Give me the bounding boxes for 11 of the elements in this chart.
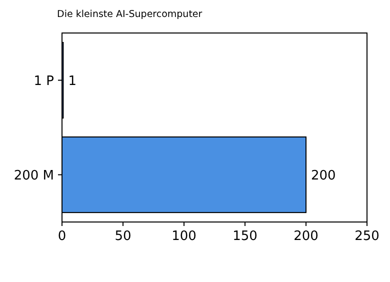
y-tick-label: 1 P: [34, 74, 54, 89]
x-tick-label: 0: [58, 229, 66, 244]
chart-title: Die kleinste AI-Supercomputer: [57, 9, 202, 20]
x-tick-label: 200: [294, 229, 318, 244]
x-tick-label: 50: [114, 229, 132, 244]
y-tick-label: 200 M: [14, 168, 54, 184]
x-tick-label: 150: [232, 229, 258, 244]
x-tick-label: 100: [172, 229, 196, 244]
data-label: 200: [311, 168, 336, 184]
data-label: 1: [68, 74, 76, 89]
x-tick-label: 250: [354, 229, 380, 244]
